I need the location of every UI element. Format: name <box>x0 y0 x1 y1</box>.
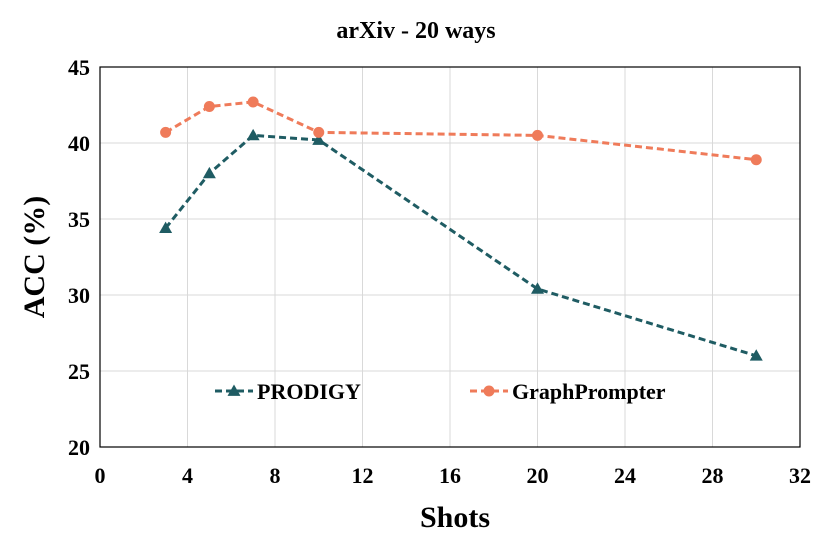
legend-label: PRODIGY <box>257 379 361 404</box>
data-point <box>531 282 544 294</box>
y-tick-label: 30 <box>68 283 90 308</box>
series-line <box>164 133 757 358</box>
data-point <box>246 128 260 141</box>
legend-marker <box>227 384 241 396</box>
x-tick-label: 32 <box>789 463 811 488</box>
y-tick-label: 40 <box>68 131 90 156</box>
series-graphprompter <box>160 96 762 166</box>
data-point <box>312 133 326 145</box>
y-tick-label: 20 <box>68 435 90 460</box>
series <box>159 96 763 361</box>
data-point <box>247 96 259 108</box>
data-point <box>160 126 172 138</box>
legend-item-prodigy: PRODIGY <box>215 379 361 404</box>
data-point <box>750 154 762 166</box>
grid <box>100 67 800 447</box>
data-point <box>749 349 763 361</box>
x-axis-title: Shots <box>420 501 490 534</box>
data-point <box>203 101 215 113</box>
data-point <box>532 129 543 141</box>
x-tick-label: 0 <box>95 463 106 488</box>
x-tick-label: 12 <box>352 463 374 488</box>
legend-marker <box>483 385 495 397</box>
x-tick-label: 28 <box>702 463 724 488</box>
legend: PRODIGY GraphPrompter <box>215 379 666 404</box>
series-line <box>164 100 757 162</box>
x-tick-label: 4 <box>182 463 193 488</box>
y-axis-title: ACC (%) <box>18 196 51 318</box>
x-tick-label: 20 <box>527 463 549 488</box>
data-point <box>313 126 325 138</box>
y-tick-label: 35 <box>68 207 90 232</box>
legend-item-graphprompter: GraphPrompter <box>470 379 666 404</box>
series-prodigy <box>159 128 763 361</box>
x-axis-ticks: 0 4 8 12 16 20 24 28 32 <box>95 463 812 488</box>
chart-title: arXiv - 20 ways <box>336 18 495 44</box>
data-point <box>202 166 216 179</box>
x-tick-label: 8 <box>270 463 281 488</box>
plot-area <box>99 66 801 448</box>
y-tick-label: 25 <box>68 359 90 384</box>
y-tick-label: 45 <box>68 55 90 80</box>
x-tick-label: 16 <box>439 463 461 488</box>
y-axis-ticks: 20 25 30 35 40 45 <box>68 55 90 460</box>
legend-label: GraphPrompter <box>512 379 666 404</box>
x-tick-label: 24 <box>614 463 636 488</box>
data-point <box>159 221 173 233</box>
